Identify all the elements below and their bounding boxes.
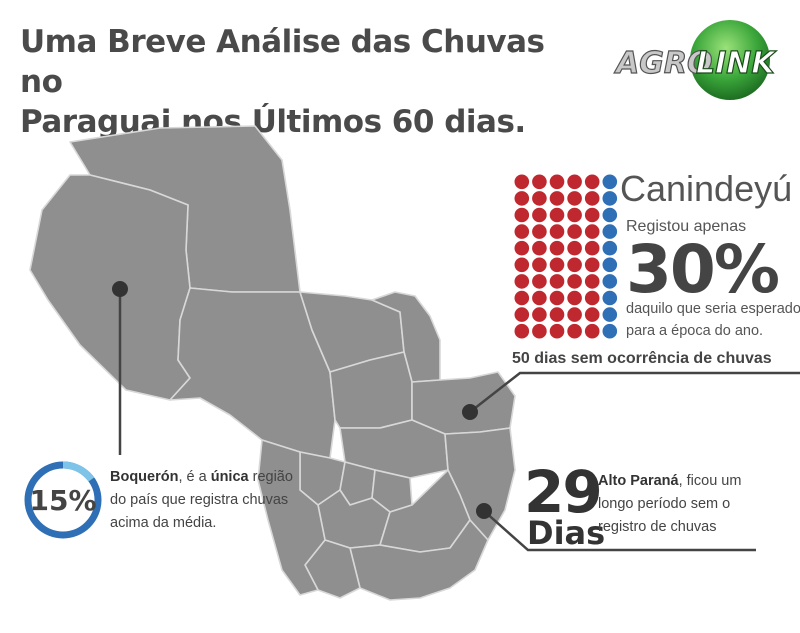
alto-parana-days-number: 29 [524, 458, 603, 526]
dot-red [567, 207, 582, 223]
dot-red [549, 307, 565, 322]
logo-text-link: LINK [696, 46, 777, 81]
dot-red [514, 307, 530, 322]
region-canindeyu [411, 371, 516, 435]
dot-red [549, 274, 565, 289]
dot-red [584, 191, 600, 206]
alto-parana-name: Alto Paraná [598, 473, 679, 489]
dot-red [584, 323, 600, 339]
boqueron-percent: 15% [29, 483, 97, 517]
dot-red [584, 290, 600, 306]
dot-red [514, 224, 530, 239]
canindeyu-dot-grid [514, 174, 620, 342]
dot-red [532, 274, 547, 289]
boqueron-text-2: região do país que registra chuvas acima… [110, 469, 293, 531]
page-title: Uma Breve Análise das Chuvas no Paraguai… [20, 22, 580, 142]
alto-parana-text: , ficou um longo período sem o registro … [598, 473, 742, 535]
canindeyu-percent: 30% [626, 231, 780, 308]
dot-red [549, 240, 565, 256]
dot-red [567, 240, 582, 256]
dot-red [514, 290, 530, 306]
dot-red [584, 240, 600, 256]
dot-blue [602, 191, 618, 206]
dot-red [514, 174, 530, 190]
dot-red [584, 207, 600, 223]
dot-red [584, 257, 600, 273]
boqueron-name: Boquerón [110, 469, 179, 485]
dot-red [532, 323, 547, 339]
canindeyu-name: Canindeyú [620, 168, 793, 209]
alto-parana-description: Alto Paraná, ficou um longo período sem … [598, 470, 768, 539]
alto-parana-days-unit: Dias [527, 514, 606, 552]
canindeyu-desc-line-2: para a época do ano. [626, 323, 764, 339]
dot-blue [602, 274, 618, 289]
boqueron-percent-ring [22, 459, 104, 541]
dot-blue [602, 323, 618, 339]
dot-red [549, 191, 565, 206]
dot-red [567, 191, 582, 206]
dot-red [532, 224, 547, 239]
dot-red [584, 307, 600, 322]
dot-red [584, 274, 600, 289]
dot-red [584, 174, 600, 190]
dot-blue [602, 257, 618, 273]
dot-red [532, 174, 547, 190]
dot-red [549, 207, 565, 223]
no-rain-caption: 50 dias sem ocorrência de chuvas [512, 350, 772, 367]
agrolink-logo: AGRO LINK [610, 18, 780, 102]
dot-blue [602, 240, 618, 256]
dot-red [584, 224, 600, 239]
dot-red [567, 323, 582, 339]
dot-red [549, 174, 565, 190]
dot-red [514, 323, 530, 339]
logo-text-agro: AGRO [614, 46, 712, 81]
canindeyu-subtitle: Registou apenas [626, 218, 747, 235]
dot-red [514, 191, 530, 206]
title-line-1: Uma Breve Análise das Chuvas no [20, 24, 545, 100]
dot-blue [602, 207, 618, 223]
dot-red [549, 257, 565, 273]
dot-red [567, 274, 582, 289]
canindeyu-description: daquilo que seria esperado para a época … [626, 298, 800, 342]
region-boqueron [29, 174, 191, 401]
dot-red [514, 207, 530, 223]
dot-red [567, 307, 582, 322]
boqueron-description: Boquerón, é a única região do país que r… [110, 466, 310, 535]
dot-red [532, 191, 547, 206]
region-neembucu [257, 439, 326, 596]
title-line-2: Paraguai nos Últimos 60 dias. [20, 104, 526, 140]
dot-red [514, 274, 530, 289]
dot-red [532, 307, 547, 322]
dot-blue [602, 224, 618, 239]
dot-red [549, 323, 565, 339]
dot-red [549, 224, 565, 239]
boqueron-text-1: , é a [178, 469, 211, 485]
dot-red [567, 224, 582, 239]
canindeyu-desc-line-1: daquilo que seria esperado [626, 301, 800, 317]
dot-red [514, 257, 530, 273]
dot-blue [602, 307, 618, 322]
dot-red [532, 207, 547, 223]
dot-red [514, 240, 530, 256]
boqueron-emphasis: única [210, 469, 249, 485]
region-amambay [371, 291, 441, 383]
dot-blue [602, 174, 618, 190]
dot-red [567, 290, 582, 306]
dot-red [567, 174, 582, 190]
dot-red [532, 257, 547, 273]
dot-red [532, 290, 547, 306]
dot-red [567, 257, 582, 273]
dot-red [549, 290, 565, 306]
dot-red [532, 240, 547, 256]
dot-blue [602, 290, 618, 306]
